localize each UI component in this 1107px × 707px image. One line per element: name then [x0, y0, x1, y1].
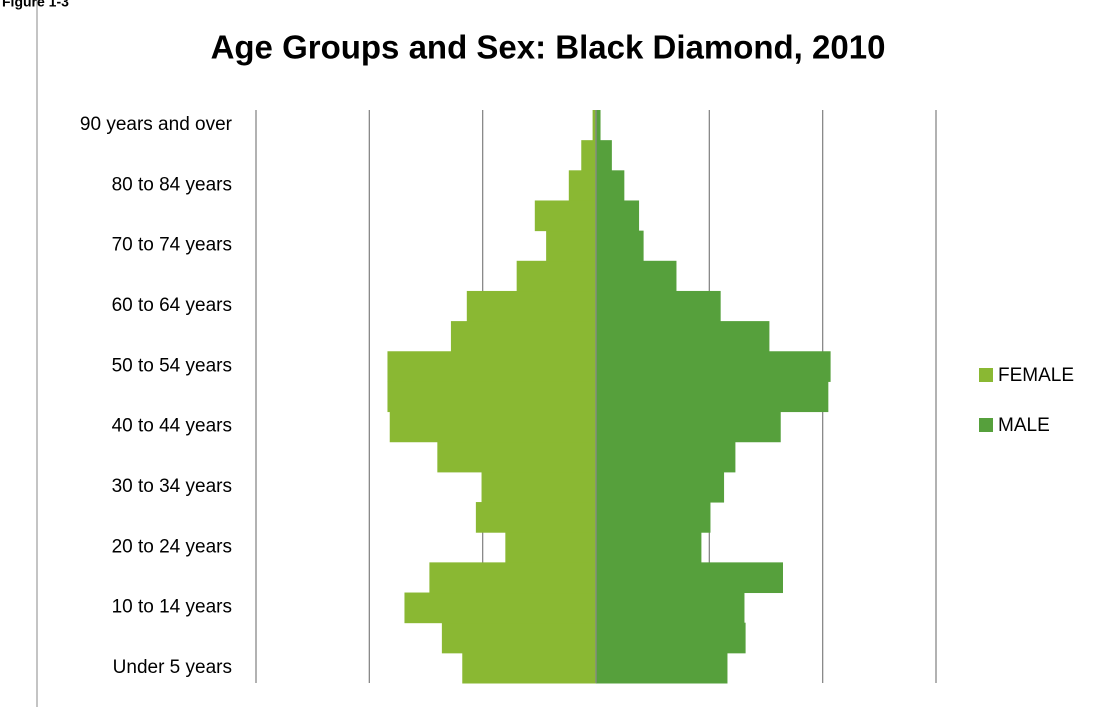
bar	[596, 260, 677, 292]
bar	[505, 532, 596, 563]
bar	[387, 381, 596, 413]
bar	[596, 381, 829, 413]
figure-label: Figure 1-3	[2, 0, 69, 10]
y-tick-label: 10 to 14 years	[112, 597, 232, 618]
y-tick-label: 70 to 74 years	[112, 235, 232, 256]
legend-label: MALE	[998, 415, 1050, 436]
bar	[450, 321, 596, 352]
legend-swatch	[979, 418, 993, 432]
bar	[481, 471, 596, 503]
bar	[596, 411, 781, 443]
y-tick-label: Under 5 years	[113, 657, 232, 678]
bar	[441, 622, 596, 654]
bar	[596, 471, 725, 503]
bar	[596, 230, 644, 262]
bar	[437, 441, 596, 473]
bar	[534, 200, 596, 232]
legend-label: FEMALE	[998, 365, 1074, 386]
bar	[596, 441, 736, 473]
bar	[466, 290, 596, 322]
bar	[462, 652, 596, 684]
bar	[387, 351, 596, 382]
bar	[596, 290, 721, 322]
bar	[404, 592, 596, 624]
bar	[596, 170, 625, 201]
bar	[596, 200, 640, 232]
legend-swatch	[979, 368, 993, 382]
bar	[596, 502, 711, 533]
bar	[596, 532, 702, 563]
bar	[596, 110, 601, 141]
bar	[581, 140, 596, 171]
bar	[596, 321, 770, 352]
chart-title: Age Groups and Sex: Black Diamond, 2010	[211, 29, 886, 66]
bar	[475, 502, 596, 533]
bar	[596, 592, 745, 624]
bar	[389, 411, 596, 443]
bar	[516, 260, 596, 292]
y-tick-label: 20 to 24 years	[112, 536, 232, 557]
y-tick-label: 80 to 84 years	[112, 174, 232, 195]
y-tick-label: 90 years and over	[80, 114, 233, 135]
y-tick-label: 40 to 44 years	[112, 416, 232, 437]
bar	[429, 562, 596, 594]
bar	[596, 351, 831, 382]
y-tick-label: 60 to 64 years	[112, 295, 232, 316]
bar	[546, 230, 596, 262]
y-tick-label: 30 to 34 years	[112, 476, 232, 497]
y-tick-label: 50 to 54 years	[112, 355, 232, 376]
bar	[568, 170, 596, 201]
bar	[596, 622, 746, 654]
bar	[596, 140, 612, 171]
bar	[596, 562, 783, 594]
bar	[592, 110, 596, 141]
bar	[596, 652, 728, 684]
